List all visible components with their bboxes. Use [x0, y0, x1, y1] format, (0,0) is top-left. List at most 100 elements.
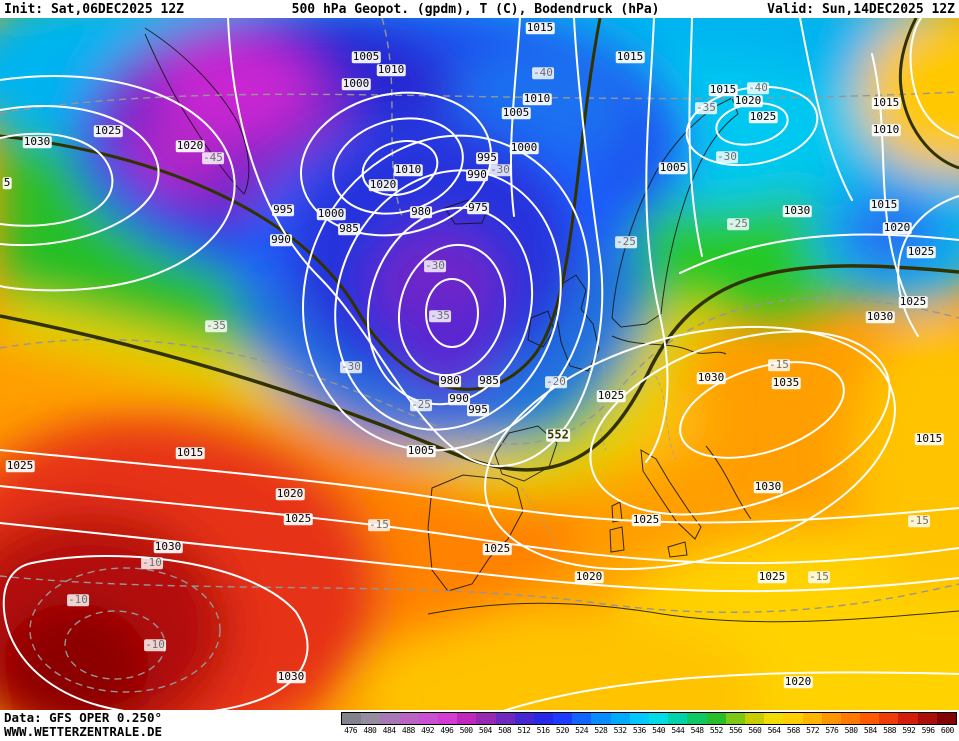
- temperature-label: -40: [747, 81, 769, 95]
- pressure-label: 1015: [615, 50, 645, 64]
- legend-value: 504: [478, 726, 492, 735]
- pressure-label: 1010: [376, 63, 406, 77]
- init-label: Init: Sat,06DEC2025 12Z: [4, 1, 185, 17]
- legend-value: 576: [825, 726, 839, 735]
- temperature-label: -10: [141, 556, 163, 570]
- pressure-label: 1030: [153, 540, 183, 554]
- pressure-label: 995: [476, 151, 498, 165]
- legend-value: 520: [555, 726, 569, 735]
- legend-color-cell: [418, 713, 438, 724]
- temperature-label: -30: [716, 150, 738, 164]
- legend-value: 496: [440, 726, 454, 735]
- legend-color-cell: [764, 713, 784, 724]
- weather-map: 1030 1025 1020 5 -45 1015 1005 1010 1000 -40 1010 1…: [0, 18, 959, 710]
- legend-color-cell: [687, 713, 707, 724]
- legend-value: 580: [844, 726, 858, 735]
- pressure-label: 1005: [658, 161, 688, 175]
- legend-color-cell: [380, 713, 400, 724]
- pressure-label: 1025: [93, 124, 123, 138]
- legend-color-cell: [879, 713, 899, 724]
- pressure-label: 1005: [406, 444, 436, 458]
- legend-color-cell: [553, 713, 573, 724]
- temperature-label: -10: [144, 638, 166, 652]
- legend-value: 480: [363, 726, 377, 735]
- legend-value: 500: [459, 726, 473, 735]
- color-legend: 476 480 484 488 492 496 500 504 508 512 516 520 524 5…: [341, 712, 957, 735]
- legend-color-cell: [840, 713, 861, 724]
- legend-color-cell: [591, 713, 611, 724]
- legend-value: 552: [709, 726, 723, 735]
- legend-value: 556: [729, 726, 743, 735]
- map-annotations: 1030 1025 1020 5 -45 1015 1005 1010 1000 -40 1010 1…: [0, 18, 959, 710]
- temperature-label: -45: [202, 151, 224, 165]
- pressure-label: 1030: [22, 135, 52, 149]
- pressure-label: 1025: [748, 110, 778, 124]
- data-source-label: Data: GFS OPER 0.250°: [4, 710, 163, 725]
- pressure-label: 985: [478, 374, 500, 388]
- temperature-label: -35: [695, 101, 717, 115]
- temperature-label: -35: [429, 309, 451, 323]
- legend-value: 560: [748, 726, 762, 735]
- pressure-label: 1015: [175, 446, 205, 460]
- legend-value: 476: [344, 726, 358, 735]
- website-label[interactable]: WWW.WETTERZENTRALE.DE: [4, 724, 163, 739]
- legend-value: 568: [786, 726, 800, 735]
- legend-color-cell: [783, 713, 803, 724]
- legend-scale: [341, 712, 957, 725]
- pressure-label: 1010: [522, 92, 552, 106]
- pressure-label: 1015: [525, 21, 555, 35]
- legend-color-cell: [361, 713, 381, 724]
- pressure-label: 1010: [393, 163, 423, 177]
- legend-value: 596: [921, 726, 935, 735]
- legend-color-cell: [936, 713, 956, 724]
- pressure-label: 1025: [596, 389, 626, 403]
- pressure-label: 1035: [771, 376, 801, 390]
- map-title: 500 hPa Geopot. (gpdm), T (C), Bodendruc…: [291, 1, 660, 17]
- legend-color-cell: [342, 713, 362, 724]
- legend-value: 564: [767, 726, 781, 735]
- pressure-label: 1015: [871, 96, 901, 110]
- pressure-label: 1025: [906, 245, 936, 259]
- legend-color-cell: [706, 713, 726, 724]
- legend-color-cell: [572, 713, 592, 724]
- legend-value: 548: [690, 726, 704, 735]
- pressure-label: 1020: [574, 570, 604, 584]
- legend-value: 524: [575, 726, 589, 735]
- geopotential-bold-lines: [0, 18, 959, 472]
- legend-color-cell: [917, 713, 937, 724]
- pressure-label: 1020: [175, 139, 205, 153]
- pressure-label: 990: [448, 392, 470, 406]
- legend-color-cell: [629, 713, 649, 724]
- pressure-label: 990: [466, 168, 488, 182]
- legend-color-cell: [860, 713, 880, 724]
- legend-color-cell: [533, 713, 554, 724]
- pressure-label: 995: [272, 203, 294, 217]
- pressure-label: 1025: [283, 512, 313, 526]
- legend-value: 588: [883, 726, 897, 735]
- legend-color-cell: [610, 713, 630, 724]
- pressure-label: 1005: [501, 106, 531, 120]
- temperature-label: -30: [424, 259, 446, 273]
- legend-color-cell: [668, 713, 688, 724]
- map-footer: Data: GFS OPER 0.250° WWW.WETTERZENTRALE…: [0, 710, 959, 741]
- legend-color-cell: [821, 713, 841, 724]
- pressure-label: 5: [2, 176, 12, 190]
- pressure-label: 985: [338, 222, 360, 236]
- pressure-label: 1030: [865, 310, 895, 324]
- border-lines: [521, 357, 677, 565]
- pressure-label: 980: [410, 205, 432, 219]
- pressure-label: 1030: [696, 371, 726, 385]
- pressure-label: 1015: [914, 432, 944, 446]
- map-graphic: [0, 18, 959, 710]
- pressure-label: 1025: [898, 295, 928, 309]
- legend-value: 488: [401, 726, 415, 735]
- legend-color-cell: [649, 713, 669, 724]
- pressure-label: 1025: [631, 513, 661, 527]
- pressure-label: 1000: [316, 207, 346, 221]
- temperature-label: -10: [67, 593, 89, 607]
- pressure-label: 1025: [5, 459, 35, 473]
- pressure-label: 1020: [275, 487, 305, 501]
- legend-color-cell: [802, 713, 822, 724]
- legend-value: 592: [902, 726, 916, 735]
